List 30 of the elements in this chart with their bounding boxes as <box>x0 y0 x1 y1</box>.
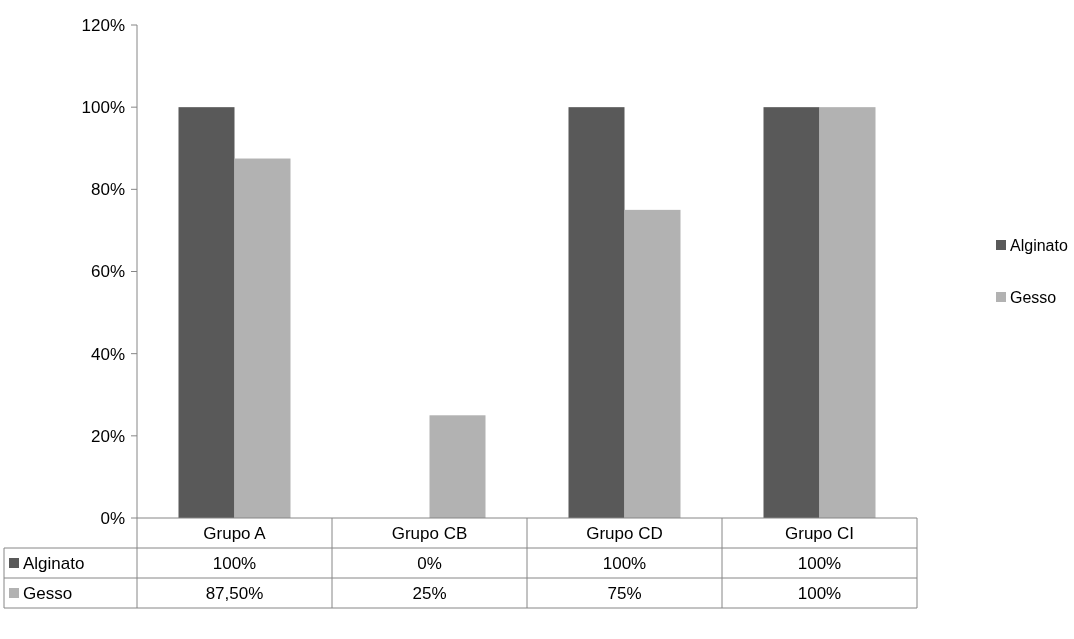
data-label: 25% <box>412 583 447 603</box>
bar <box>429 415 486 518</box>
data-label: 75% <box>607 583 642 603</box>
legend-label: Gesso <box>1010 288 1057 306</box>
bar <box>234 158 291 518</box>
data-label: 0% <box>417 553 442 573</box>
x-tick-label: Grupo CB <box>391 523 468 543</box>
bar <box>819 107 876 518</box>
y-tick-label: 20% <box>90 426 125 446</box>
data-label: 100% <box>797 553 842 573</box>
text: Alginato <box>1010 236 1068 254</box>
y-tick-label: 120% <box>81 15 125 35</box>
x-tick-label: Grupo CD <box>586 523 663 543</box>
data-label: 100% <box>602 553 647 573</box>
x-tick-label: Grupo CI <box>785 523 854 543</box>
legend-label: Alginato <box>23 553 85 573</box>
data-label: 100% <box>797 583 842 603</box>
bar <box>568 107 625 518</box>
y-tick-label: 100% <box>81 98 125 118</box>
bar <box>624 209 681 518</box>
data-label: 87,50% <box>205 583 264 603</box>
y-tick-label: 40% <box>90 344 125 364</box>
text: Gesso <box>23 583 73 603</box>
y-tick-label: 80% <box>90 180 125 200</box>
bar <box>763 107 820 518</box>
y-tick-label: 60% <box>90 262 125 282</box>
y-tick-label: 0% <box>100 508 125 528</box>
x-tick-label: Grupo A <box>203 523 267 543</box>
data-label: 100% <box>212 553 257 573</box>
bar <box>178 107 235 518</box>
